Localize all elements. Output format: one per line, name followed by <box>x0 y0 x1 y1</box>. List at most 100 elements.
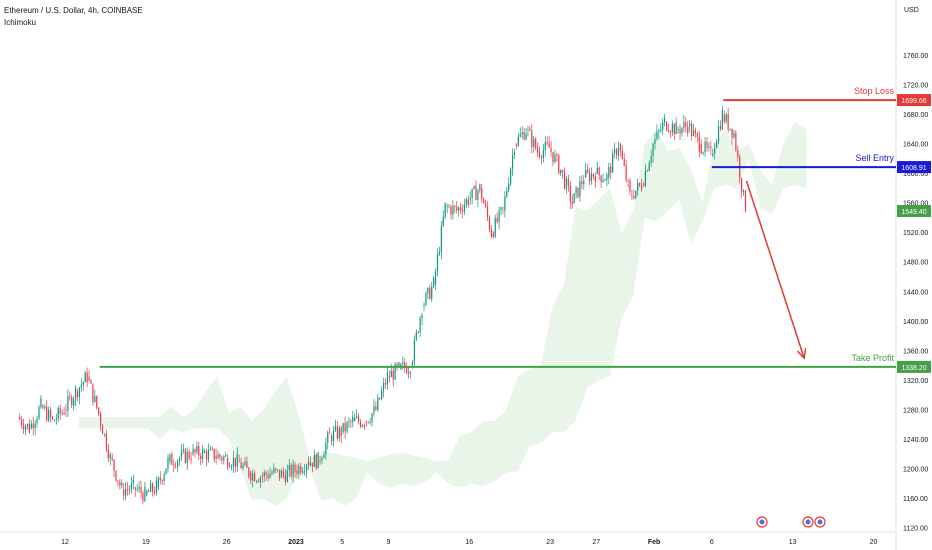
candle-body <box>317 451 319 469</box>
candle-body <box>63 412 65 415</box>
candle-body <box>98 407 100 414</box>
candle-body <box>342 422 344 433</box>
candle-body <box>508 183 510 191</box>
candle-body <box>128 489 131 490</box>
candle-body <box>577 187 579 197</box>
candle-body <box>498 210 500 223</box>
candle-body <box>434 271 437 285</box>
candle-body <box>138 487 140 489</box>
candle-body <box>38 407 40 419</box>
candle-body <box>409 372 412 374</box>
candle-body <box>431 286 433 299</box>
candle-body <box>510 168 512 184</box>
candle-body <box>252 473 254 481</box>
candle-body <box>725 113 727 122</box>
candle-body <box>238 461 240 463</box>
y-tick-label: 1520.00 <box>903 230 928 237</box>
candle-body <box>463 204 466 212</box>
candle-body <box>132 479 134 484</box>
candle-body <box>479 184 481 191</box>
level-price-tag <box>897 161 931 174</box>
candle-body <box>585 169 587 178</box>
candle-body <box>329 432 331 434</box>
candle-body <box>236 453 238 467</box>
candle-body <box>398 362 400 366</box>
candle-body <box>533 138 535 147</box>
y-tick-label: 1640.00 <box>903 142 928 149</box>
candle-body <box>175 465 177 467</box>
candle-body <box>192 449 194 455</box>
x-tick-label: 9 <box>386 539 390 546</box>
candle-body <box>363 425 365 427</box>
candle-body <box>294 464 296 472</box>
candle-body <box>571 201 573 205</box>
candle-body <box>456 206 458 211</box>
candle-body <box>209 448 211 451</box>
candle-body <box>298 465 300 475</box>
candle-body <box>78 387 81 397</box>
candle-body <box>34 423 36 429</box>
candle-body <box>596 167 598 174</box>
candle-body <box>721 110 723 130</box>
candle-body <box>296 470 298 475</box>
candle-body <box>94 395 96 402</box>
candle-body <box>109 453 111 459</box>
candle-body <box>323 454 325 459</box>
candle-body <box>80 384 82 388</box>
candle-body <box>234 457 236 467</box>
y-tick-label: 1760.00 <box>903 53 928 60</box>
candle-body <box>737 150 739 157</box>
candle-body <box>103 433 106 435</box>
candle-body <box>321 458 323 461</box>
candle-body <box>523 132 525 140</box>
chart-symbol-title: Ethereum / U.S. Dollar, 4h, COINBASE <box>4 6 143 15</box>
y-tick-label: 1680.00 <box>903 112 928 119</box>
candle-body <box>481 188 483 200</box>
candle-body <box>126 488 129 490</box>
candle-body <box>359 421 362 427</box>
candle-body <box>136 488 138 490</box>
candle-body <box>664 117 666 123</box>
candle-body <box>542 150 544 159</box>
candle-body <box>669 131 672 133</box>
candle-body <box>386 372 389 385</box>
candle-body <box>535 138 537 149</box>
x-tick-label: 20 <box>870 539 878 546</box>
level-name: Stop Loss <box>854 86 895 96</box>
candle-body <box>228 466 231 468</box>
candle-body <box>419 318 421 333</box>
level-name: Take Profit <box>851 353 894 363</box>
candle-body <box>692 130 695 136</box>
candle-body <box>640 185 643 190</box>
candle-body <box>639 183 641 186</box>
candle-body <box>671 124 673 133</box>
candle-body <box>344 422 346 432</box>
candle-body <box>623 158 625 166</box>
candle-body <box>121 483 123 486</box>
candle-body <box>159 477 161 481</box>
candle-body <box>436 254 439 272</box>
candle-body <box>171 454 173 465</box>
candle-body <box>151 483 154 492</box>
x-tick-label: 23 <box>546 539 554 546</box>
candle-body <box>490 229 492 237</box>
candle-body <box>113 459 115 471</box>
candle-body <box>188 451 190 459</box>
price-axis[interactable] <box>896 0 932 550</box>
candle-body <box>286 470 288 482</box>
candle-body <box>538 151 541 157</box>
candle-body <box>263 472 265 477</box>
candle-body <box>338 427 340 439</box>
y-tick-label: 1320.00 <box>903 378 928 385</box>
candle-body <box>744 190 747 212</box>
candle-body <box>592 174 595 177</box>
candle-body <box>681 127 683 134</box>
candle-body <box>396 363 398 366</box>
candle-body <box>246 461 248 468</box>
candle-body <box>381 391 383 400</box>
projection-arrowhead <box>796 348 807 360</box>
y-tick-label: 1480.00 <box>903 260 928 267</box>
projection-arrow[interactable] <box>745 180 805 359</box>
candle-body <box>186 451 188 463</box>
